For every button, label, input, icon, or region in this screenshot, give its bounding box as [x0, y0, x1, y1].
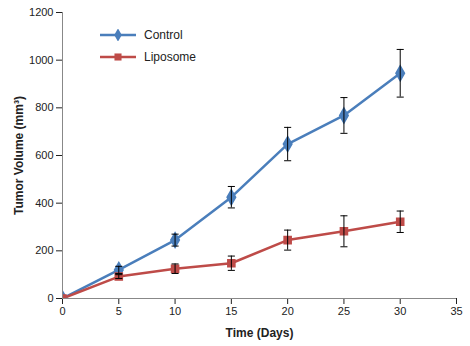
svg-text:25: 25 — [338, 305, 350, 317]
svg-text:10: 10 — [169, 305, 181, 317]
svg-text:20: 20 — [282, 305, 294, 317]
svg-text:0: 0 — [59, 305, 65, 317]
svg-text:15: 15 — [225, 305, 237, 317]
svg-text:800: 800 — [35, 101, 53, 113]
svg-text:Tumor Volume (mm³): Tumor Volume (mm³) — [12, 96, 26, 215]
svg-text:35: 35 — [450, 305, 462, 317]
svg-text:1200: 1200 — [29, 6, 53, 18]
svg-text:5: 5 — [116, 305, 122, 317]
svg-text:600: 600 — [35, 149, 53, 161]
svg-text:200: 200 — [35, 244, 53, 256]
svg-text:Time (Days): Time (Days) — [226, 326, 294, 340]
svg-text:30: 30 — [394, 305, 406, 317]
html-text:Control: Control — [144, 28, 183, 42]
html-text:Liposome: Liposome — [144, 50, 196, 64]
svg-text:0: 0 — [47, 292, 53, 304]
svg-text:1000: 1000 — [29, 54, 53, 66]
svg-text:400: 400 — [35, 197, 53, 209]
